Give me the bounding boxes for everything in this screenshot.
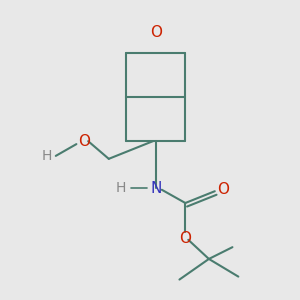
Text: O: O [218, 182, 230, 197]
Text: N: N [150, 181, 162, 196]
Text: O: O [150, 25, 162, 40]
Text: O: O [78, 134, 90, 149]
Text: H: H [42, 149, 52, 163]
Text: H: H [116, 181, 126, 195]
Text: O: O [179, 231, 191, 246]
